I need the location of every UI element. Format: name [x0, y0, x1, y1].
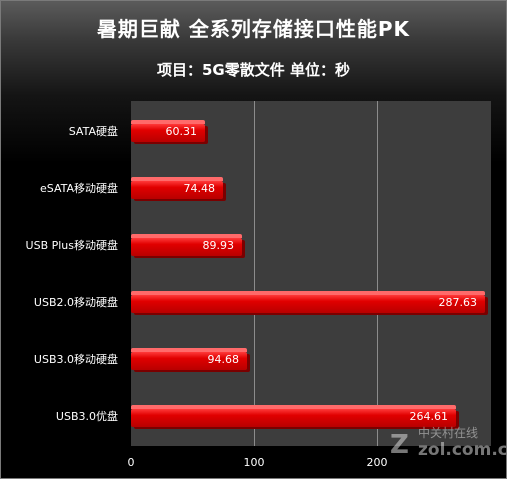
bar-top-face	[131, 291, 485, 295]
bar-top-face	[131, 348, 247, 352]
category-label: USB3.0移动硬盘	[33, 353, 118, 366]
bar-top-face	[131, 177, 223, 181]
bar-top-face	[131, 405, 456, 409]
bar-value-label: 287.63	[438, 296, 478, 309]
bar: 287.63	[131, 291, 485, 313]
bar-top-face	[131, 234, 242, 238]
category-label: SATA硬盘	[68, 125, 118, 138]
category-label: USB2.0移动硬盘	[33, 296, 118, 309]
bar-value-label: 94.68	[207, 353, 240, 366]
watermark-bottom-text: zol.com.cn	[418, 440, 507, 460]
bar-value-label: 60.31	[165, 125, 198, 138]
bar: 89.93	[131, 234, 242, 256]
bar-top-face	[131, 120, 205, 124]
x-tick-label: 0	[127, 456, 135, 469]
category-label: eSATA移动硬盘	[39, 182, 118, 195]
watermark-logo: Z 中关村在线 zol.com.cn	[390, 424, 506, 468]
chart-title: 暑期巨献 全系列存储接口性能PK	[96, 17, 411, 41]
watermark-mark: Z	[390, 430, 409, 460]
gridline	[254, 101, 255, 446]
plot-area	[131, 101, 491, 446]
category-label: USB3.0优盘	[55, 410, 118, 423]
bar: 264.61	[131, 405, 456, 427]
watermark-top-text: 中关村在线	[418, 426, 479, 440]
bar-value-label: 264.61	[409, 410, 449, 423]
x-tick-label: 200	[366, 456, 388, 469]
bar: 94.68	[131, 348, 247, 370]
x-tick-label: 100	[243, 456, 265, 469]
gridline	[377, 101, 378, 446]
bar-value-label: 89.93	[202, 239, 235, 252]
bar: 74.48	[131, 177, 223, 199]
bar: 60.31	[131, 120, 205, 142]
category-label: USB Plus移动硬盘	[25, 239, 118, 252]
bar-value-label: 74.48	[183, 182, 216, 195]
chart-subtitle: 项目：5G零散文件 单位：秒	[157, 61, 350, 79]
